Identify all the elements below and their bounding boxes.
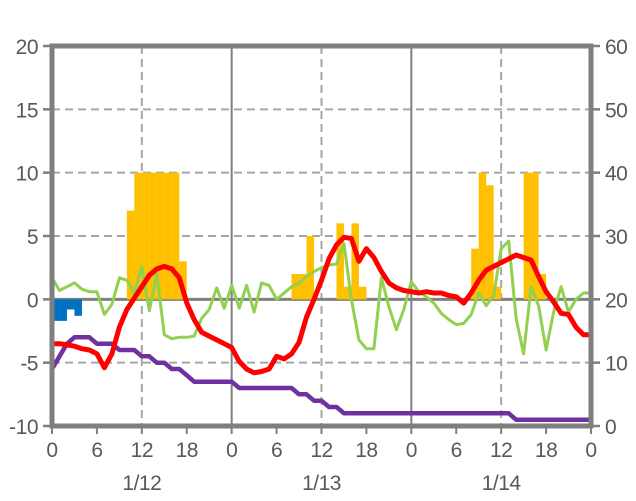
x-axis-label: 6 [451,439,462,462]
right-axis-label: 20 [605,289,627,312]
bars-orange-bar [336,223,344,300]
x-axis-label: 0 [226,439,237,462]
bars-orange-bar [471,248,479,300]
bars-orange-bar [179,261,187,300]
right-axis-label: 50 [605,99,627,122]
line-green [50,239,593,356]
line-red [49,234,594,376]
bars-orange-bar [156,172,165,300]
left-axis-label: 10 [16,163,38,186]
x-axis-date-label: 1/12 [122,472,161,495]
bars-orange-bar [478,172,487,300]
bars-orange-bar [306,236,315,300]
bars-blue-bar [52,299,60,321]
bars-orange-bar [134,172,142,300]
bars-blue-bar [59,299,67,321]
bars-blue-bar [74,299,82,316]
x-axis-label: 0 [406,439,417,462]
x-axis-label: 18 [176,439,198,462]
left-axis-label: -5 [20,353,38,376]
bars-orange-bar [141,172,150,300]
plot-border [49,43,594,429]
bars-orange-bar [351,223,359,300]
x-axis-label: 18 [535,439,557,462]
bars-orange-bar [171,172,180,300]
right-axis-label: 0 [605,416,616,439]
bars-orange-bar [343,286,352,300]
x-axis-label: 0 [46,439,57,462]
x-axis-date-label: 1/13 [302,472,341,495]
right-axis-label: 40 [605,163,627,186]
bars-orange-bar [299,274,307,300]
x-axis-label: 6 [91,439,102,462]
bars-orange-bar [358,286,367,300]
bars-orange-bar [291,274,300,300]
bars-orange-bar [149,172,157,300]
x-axis-label: 12 [131,439,153,462]
line-purple [49,335,594,422]
right-axis-label: 60 [605,36,627,59]
bars-blue-bar [66,299,75,310]
x-axis-label: 0 [585,439,596,462]
left-axis-label: 0 [27,289,38,312]
bars-orange-bar [164,172,172,300]
x-axis-date-label: 1/14 [482,472,522,495]
right-axis-label: 10 [605,353,627,376]
bars-orange-bar [523,172,532,300]
left-axis-label: 20 [16,36,38,59]
bars-orange-bar [486,185,494,300]
x-axis-label: 6 [271,439,282,462]
left-axis-label: -10 [9,416,38,439]
left-axis-label: 15 [16,99,38,122]
x-axis-label: 18 [355,439,377,462]
x-axis-label: 12 [310,439,332,462]
bars-orange-bar [531,172,539,300]
x-axis-label: 12 [490,439,512,462]
left-axis-label: 5 [27,226,38,249]
bars-orange-bar [493,286,502,300]
right-axis-label: 30 [605,226,627,249]
bars-orange-bar [126,210,135,300]
